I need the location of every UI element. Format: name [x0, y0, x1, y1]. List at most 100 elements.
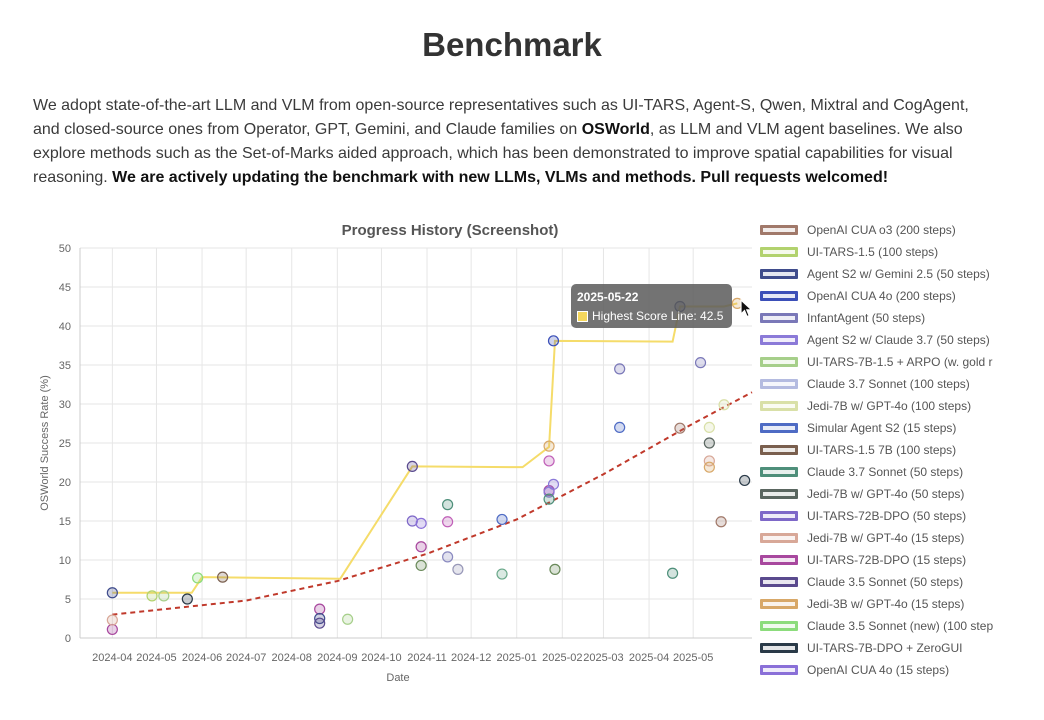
x-tick-label: 2024-10 — [361, 652, 401, 664]
y-tick-label: 50 — [59, 243, 71, 255]
legend-label: Claude 3.5 Sonnet (50 steps) — [807, 575, 964, 589]
legend-item[interactable]: OpenAI CUA 4o (200 steps) — [760, 285, 995, 307]
data-point — [158, 590, 170, 602]
data-point — [217, 571, 229, 583]
data-point — [415, 559, 427, 572]
tooltip-title: 2025-05-22 — [577, 290, 639, 304]
legend-label: Claude 3.5 Sonnet (new) (100 step — [807, 619, 994, 633]
legend-label: UI-TARS-72B-DPO (15 steps) — [807, 553, 967, 567]
data-point — [496, 568, 508, 580]
data-point — [442, 499, 454, 511]
data-point — [543, 455, 555, 467]
data-point — [694, 357, 707, 369]
legend-label: OpenAI CUA o3 (200 steps) — [807, 223, 956, 237]
legend-label: Jedi-3B w/ GPT-4o (15 steps) — [807, 597, 965, 611]
chart-legend[interactable]: OpenAI CUA o3 (200 steps) UI-TARS-1.5 (10… — [760, 219, 995, 681]
data-point — [106, 614, 118, 626]
y-tick-label: 5 — [65, 594, 71, 606]
legend-swatch — [760, 423, 798, 433]
legend-item[interactable]: Claude 3.7 Sonnet (50 steps) — [760, 461, 995, 483]
tooltip-label: Highest Score Line: 42.5 — [592, 309, 724, 323]
legend-label: InfantAgent (50 steps) — [807, 311, 926, 325]
legend-swatch — [760, 643, 798, 653]
legend-item[interactable]: Jedi-3B w/ GPT-4o (15 steps) — [760, 593, 995, 615]
legend-swatch — [760, 467, 798, 477]
data-point — [543, 440, 555, 452]
legend-item[interactable]: Jedi-7B w/ GPT-4o (100 steps) — [760, 395, 995, 417]
legend-item[interactable]: Claude 3.5 Sonnet (new) (100 step — [760, 615, 995, 637]
legend-label: OpenAI CUA 4o (200 steps) — [807, 289, 956, 303]
legend-item[interactable]: OpenAI CUA o3 (200 steps) — [760, 219, 995, 241]
legend-item[interactable]: Agent S2 w/ Gemini 2.5 (50 steps) — [760, 263, 995, 285]
legend-item[interactable]: Simular Agent S2 (15 steps) — [760, 417, 995, 439]
data-point — [192, 572, 204, 584]
legend-swatch — [760, 313, 798, 323]
intro-updating-bold: We are actively updating the benchmark w… — [112, 169, 889, 186]
legend-item[interactable]: UI-TARS-7B-1.5 + ARPO (w. gold r — [760, 351, 995, 373]
data-point — [496, 513, 508, 526]
legend-swatch — [760, 225, 798, 235]
legend-label: UI-TARS-72B-DPO (50 steps) — [807, 509, 967, 523]
legend-swatch — [760, 489, 798, 499]
chart-tooltip: 2025-05-22 Highest Score Line: 42.5 — [571, 284, 732, 328]
legend-label: Jedi-7B w/ GPT-4o (15 steps) — [807, 531, 965, 545]
tooltip-swatch — [577, 310, 588, 322]
legend-item[interactable]: Agent S2 w/ Claude 3.7 (50 steps) — [760, 329, 995, 351]
mouse-pointer-icon — [740, 299, 754, 318]
legend-item[interactable]: Jedi-7B w/ GPT-4o (50 steps) — [760, 483, 995, 505]
data-point — [146, 590, 158, 602]
legend-label: Jedi-7B w/ GPT-4o (100 steps) — [807, 399, 972, 413]
data-point — [442, 551, 454, 563]
legend-label: UI-TARS-7B-DPO + ZeroGUI — [807, 641, 963, 655]
data-point — [739, 474, 751, 487]
chart-title: Progress History (Screenshot) — [342, 222, 559, 239]
data-point — [666, 567, 679, 579]
legend-item[interactable]: UI-TARS-1.5 7B (100 steps) — [760, 439, 995, 461]
data-point — [415, 517, 427, 529]
legend-label: Jedi-7B w/ GPT-4o (50 steps) — [807, 487, 965, 501]
legend-item[interactable]: Claude 3.5 Sonnet (50 steps) — [760, 571, 995, 593]
progress-chart[interactable]: Progress History (Screenshot) 0 5 10 15 20 25 3… — [0, 210, 760, 700]
y-tick-label: 0 — [65, 633, 71, 645]
data-point — [614, 363, 626, 375]
y-tick-label: 20 — [59, 477, 71, 489]
x-tick-label: 2025-02 — [542, 652, 582, 664]
page-title: Benchmark — [422, 26, 602, 63]
legend-label: UI-TARS-1.5 7B (100 steps) — [807, 443, 957, 457]
data-point — [703, 421, 715, 433]
data-point — [406, 460, 418, 472]
data-point — [547, 478, 560, 490]
x-tick-label: 2024-05 — [136, 652, 176, 664]
legend-item[interactable]: UI-TARS-7B-DPO + ZeroGUI — [760, 637, 995, 659]
legend-item[interactable]: UI-TARS-1.5 (100 steps) — [760, 241, 995, 263]
legend-item[interactable]: OpenAI CUA 4o (15 steps) — [760, 659, 995, 681]
data-point — [452, 563, 464, 575]
intro-text-2: , as LLM and VLM agent baselines. We als… — [33, 121, 963, 186]
legend-item[interactable]: UI-TARS-72B-DPO (50 steps) — [760, 505, 995, 527]
data-point — [547, 335, 560, 347]
intro-paragraph: We adopt state-of-the-art LLM and VLM fr… — [33, 94, 993, 190]
legend-label: Claude 3.7 Sonnet (100 steps) — [807, 377, 970, 391]
data-point — [718, 399, 730, 411]
legend-label: Claude 3.7 Sonnet (50 steps) — [807, 465, 964, 479]
legend-item[interactable]: Claude 3.7 Sonnet (100 steps) — [760, 373, 995, 395]
data-point — [703, 437, 715, 449]
legend-swatch — [760, 599, 798, 609]
data-point — [674, 422, 686, 434]
legend-swatch — [760, 247, 798, 257]
legend-item[interactable]: Jedi-7B w/ GPT-4o (15 steps) — [760, 527, 995, 549]
data-point — [106, 623, 118, 636]
legend-label: Agent S2 w/ Gemini 2.5 (50 steps) — [807, 267, 990, 281]
data-point — [543, 493, 555, 505]
legend-swatch — [760, 555, 798, 565]
data-point — [415, 541, 427, 553]
data-point — [614, 421, 626, 433]
legend-swatch — [760, 291, 798, 301]
x-axis-label: Date — [386, 672, 409, 684]
y-tick-label: 25 — [59, 438, 71, 450]
intro-osworld-bold: OSWorld — [581, 121, 650, 138]
y-tick-label: 40 — [59, 321, 71, 333]
legend-item[interactable]: UI-TARS-72B-DPO (15 steps) — [760, 549, 995, 571]
legend-item[interactable]: InfantAgent (50 steps) — [760, 307, 995, 329]
